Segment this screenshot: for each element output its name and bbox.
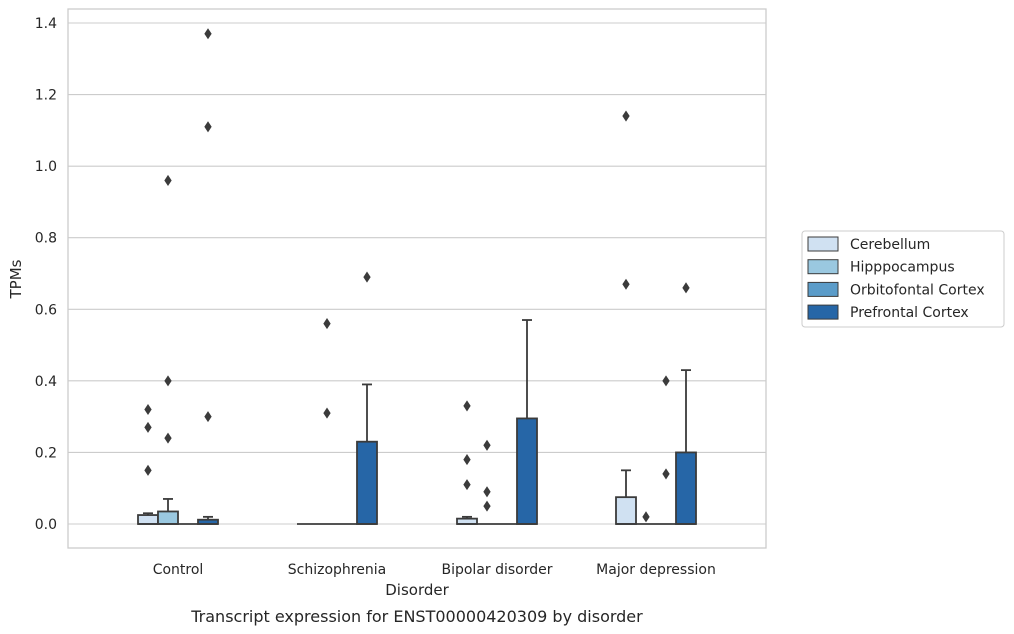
y-axis-label: TPMs (7, 259, 25, 299)
y-tick-label: 0.6 (35, 302, 57, 318)
outlier-point (622, 110, 630, 122)
box (675, 451, 697, 525)
y-tick-label: 1.2 (35, 88, 57, 104)
figure-caption: Transcript expression for ENST0000042030… (190, 607, 643, 626)
legend-items: Cerebellum Hipppocampus Orbitofontal Corte… (807, 236, 985, 321)
outlier-point (483, 439, 491, 451)
gridlines (68, 22, 766, 525)
outlier-point (622, 278, 630, 290)
y-tick-labels: 0.0 0.2 0.4 0.6 0.8 1.0 1.2 1.4 (35, 16, 57, 533)
legend-label: Prefrontal Cortex (850, 305, 969, 321)
legend: Cerebellum Hipppocampus Orbitofontal Corte… (801, 230, 1005, 328)
x-tick-labels: Control Schizophrenia Bipolar disorder Majo… (153, 562, 716, 578)
outlier-point (204, 28, 212, 40)
outlier-point (144, 421, 152, 433)
outlier-point (144, 403, 152, 416)
outlier-point (164, 174, 172, 187)
box-series (137, 28, 697, 525)
series-hipppocampus (157, 174, 656, 525)
y-tick-label: 0.0 (35, 517, 57, 533)
legend-item: Hipppocampus (807, 259, 955, 276)
box (137, 514, 159, 525)
plot-background (68, 9, 766, 548)
outlier-point (642, 511, 650, 523)
series-cerebellum (137, 110, 637, 525)
outlier-point (144, 464, 152, 476)
outlier-point (204, 121, 212, 133)
box (157, 510, 179, 525)
outlier-point (682, 282, 690, 294)
outlier-point (463, 479, 471, 491)
legend-frame (801, 230, 1005, 328)
outlier-point (483, 486, 491, 498)
outlier-point (164, 432, 172, 444)
legend-label: Cerebellum (850, 237, 930, 253)
box (615, 496, 637, 525)
outlier-point (463, 400, 471, 412)
legend-item: Orbitofontal Cortex (807, 281, 985, 298)
legend-swatch (807, 281, 839, 297)
x-axis-label: Disorder (385, 581, 449, 599)
y-tick-label: 1.0 (35, 159, 57, 175)
legend-label: Orbitofontal Cortex (850, 282, 985, 298)
x-tick-label: Major depression (596, 562, 716, 578)
x-tick-label: Bipolar disorder (441, 562, 552, 578)
box (356, 440, 378, 525)
outlier-point (483, 500, 491, 512)
plot-frame (67, 8, 767, 549)
outlier-point (164, 375, 172, 387)
legend-item: Prefrontal Cortex (807, 304, 969, 321)
outlier-point (363, 271, 371, 283)
x-tick-label: Control (153, 562, 204, 578)
y-tick-label: 1.4 (35, 16, 57, 32)
legend-swatch (807, 259, 839, 275)
outlier-point (204, 411, 212, 423)
y-tick-label: 0.4 (35, 374, 57, 390)
legend-item: Cerebellum (807, 236, 930, 253)
series-orbitofontal-cortex (178, 375, 676, 525)
legend-label: Hipppocampus (850, 260, 955, 276)
y-tick-label: 0.2 (35, 445, 57, 461)
x-tick-label: Schizophrenia (288, 562, 386, 578)
series-prefrontal-cortex (197, 28, 697, 525)
outlier-point (323, 407, 331, 419)
legend-swatch (807, 304, 839, 320)
outlier-point (323, 318, 331, 330)
outlier-point (463, 454, 471, 466)
box (516, 417, 538, 525)
legend-swatch (807, 236, 839, 252)
outlier-point (662, 375, 670, 387)
outlier-point (662, 468, 670, 480)
y-tick-label: 0.8 (35, 231, 57, 247)
